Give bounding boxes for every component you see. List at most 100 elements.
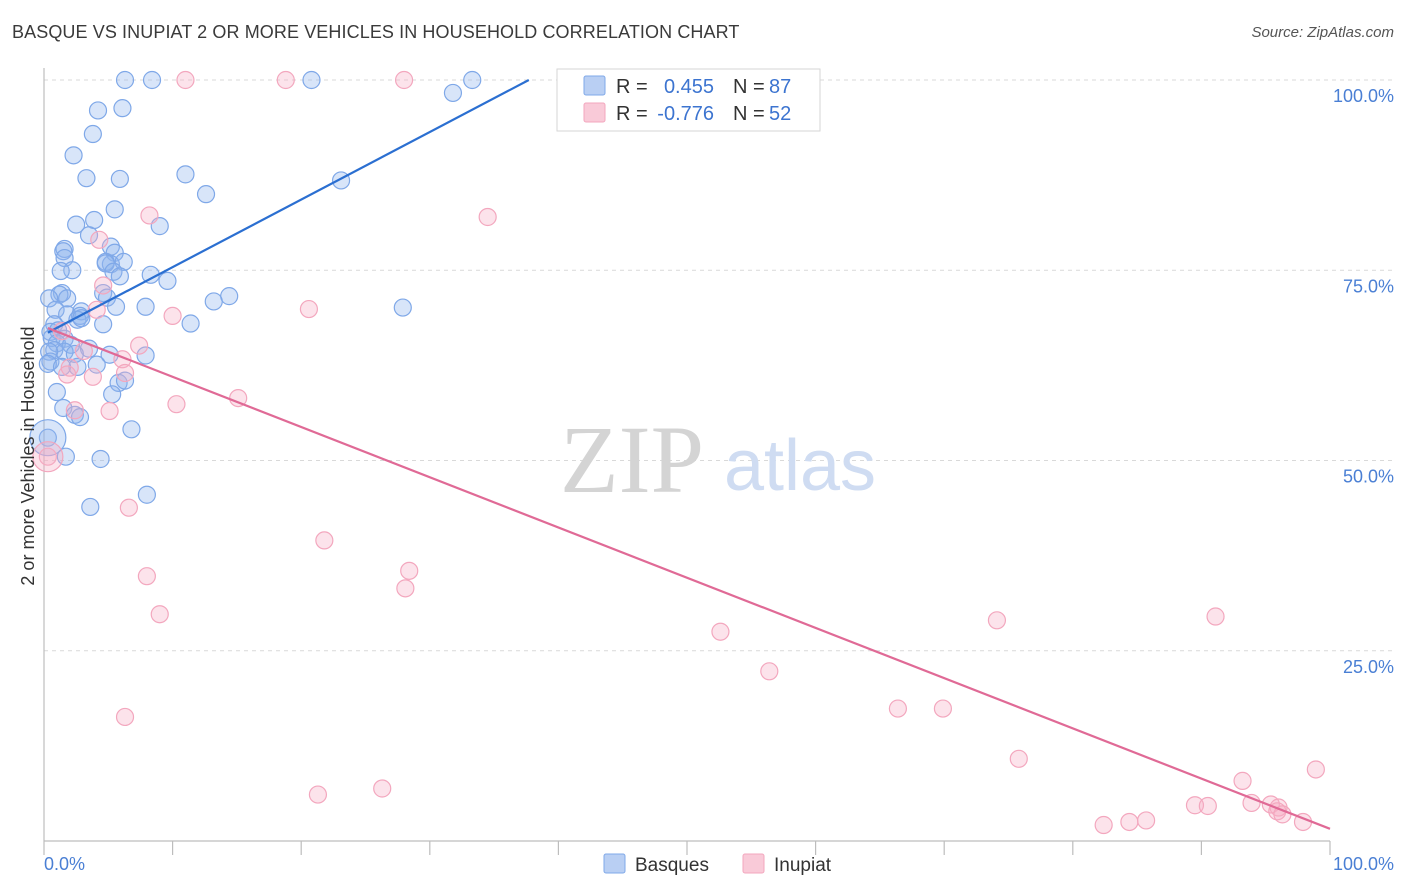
gridlines	[44, 79, 1394, 652]
basques-point	[110, 267, 129, 286]
inupiat-point	[400, 561, 419, 580]
inupiat-point	[299, 299, 319, 319]
basques-point	[54, 242, 73, 261]
inupiat-point	[396, 579, 415, 598]
legend-swatch-inupiat	[583, 102, 606, 123]
basques-point	[105, 200, 124, 219]
inupiat-point	[394, 70, 414, 90]
basques-point	[106, 297, 126, 316]
basques-point	[47, 382, 66, 402]
basques-point	[67, 215, 86, 234]
basques-point	[88, 101, 108, 120]
basques-point	[204, 292, 223, 311]
inupiat-point	[315, 531, 334, 550]
inupiat-point	[90, 230, 109, 249]
inupiat-point	[308, 785, 328, 804]
inupiat-point	[94, 276, 113, 295]
bottom-legend: Basques Inupiat	[603, 853, 832, 876]
basques-point	[79, 226, 99, 245]
legend-r-label-basques: R =	[616, 76, 648, 98]
basques-point	[122, 420, 141, 439]
inupiat-point	[1120, 812, 1139, 832]
basques-point	[196, 185, 216, 204]
bottom-legend-swatch-inupiat	[742, 853, 765, 874]
inupiat-point	[1094, 815, 1113, 835]
legend-r-label-inupiat: R =	[616, 103, 648, 125]
legend-n-value-inupiat: 52	[769, 103, 791, 125]
inupiat-point	[119, 498, 138, 517]
inupiat-point	[176, 70, 195, 90]
legend-n-label-inupiat: N =	[733, 103, 765, 125]
basques-point	[81, 497, 100, 517]
trendline-inupiat	[47, 327, 1331, 830]
y-tick-labels: 25.0% 50.0% 75.0% 100.0%	[1333, 86, 1394, 677]
basques-point	[51, 261, 70, 281]
bottom-legend-swatch-basques	[603, 853, 626, 874]
inupiat-point	[130, 336, 149, 355]
basques-point	[136, 346, 155, 365]
legend-n-label-basques: N =	[733, 76, 765, 98]
basques-point	[38, 354, 57, 373]
basques-point	[142, 70, 162, 90]
basques-point	[40, 289, 59, 308]
inupiat-point	[140, 206, 159, 225]
inupiat-point	[1185, 796, 1205, 815]
basques-point	[137, 485, 156, 504]
inupiat-point	[58, 365, 77, 384]
axes	[43, 68, 1331, 855]
legend: R = 0.455 N = 87 R = -0.776 N = 52	[556, 68, 821, 132]
inupiat-point	[276, 70, 295, 90]
basques-point	[91, 449, 110, 469]
inupiat-point	[373, 779, 392, 798]
source-label: Source: ZipAtlas.com	[1251, 24, 1394, 41]
y-tick-label-100: 100.0%	[1333, 86, 1394, 106]
basques-point	[41, 352, 60, 371]
inupiat-point	[1009, 749, 1028, 768]
inupiat-point	[1206, 607, 1225, 626]
inupiat-point	[83, 367, 102, 386]
x-tick-label-max: 100.0%	[1333, 854, 1394, 874]
basques-point	[64, 146, 83, 165]
bottom-legend-label-inupiat: Inupiat	[774, 855, 832, 876]
inupiat-point	[100, 401, 119, 421]
chart-title: BASQUE VS INUPIAT 2 OR MORE VEHICLES IN …	[12, 22, 740, 42]
legend-r-value-inupiat: -0.776	[657, 103, 714, 125]
inupiat-point	[1306, 760, 1325, 779]
basques-point	[443, 83, 463, 103]
inupiat-point	[32, 441, 64, 473]
basques-point	[110, 169, 129, 189]
basques-point	[46, 300, 65, 319]
basques-point	[85, 210, 104, 230]
trendline-basques	[47, 79, 530, 334]
basques-point	[393, 298, 412, 317]
basques-point	[181, 314, 200, 333]
inupiat-point	[65, 401, 84, 420]
x-tick-labels: 0.0% 100.0%	[44, 854, 1394, 874]
basques-point	[158, 271, 177, 291]
inupiat-point	[115, 363, 135, 383]
trendlines	[47, 79, 1331, 830]
inupiat-point	[115, 707, 135, 727]
basques-point	[83, 124, 102, 144]
inupiat-point	[1198, 796, 1217, 816]
basques-point	[176, 165, 195, 184]
legend-r-value-basques: 0.455	[664, 76, 714, 98]
inupiat-point	[933, 699, 953, 718]
basques-point	[103, 385, 122, 404]
basques-point	[56, 447, 75, 466]
inupiat-point	[163, 306, 182, 326]
watermark-zip: ZIP	[560, 406, 704, 513]
legend-swatch-basques	[583, 75, 606, 96]
inupiat-point	[137, 567, 156, 586]
inupiat-point	[1233, 771, 1252, 790]
inupiat-point	[150, 605, 169, 624]
basques-point	[29, 419, 67, 457]
basques-point	[136, 297, 155, 316]
inupiat-point	[38, 447, 57, 466]
inupiat-point	[711, 622, 730, 641]
inupiat-point	[888, 699, 908, 718]
legend-n-value-basques: 87	[769, 76, 791, 98]
y-axis-label: 2 or more Vehicles in Household	[18, 326, 38, 585]
series-basques-points	[29, 70, 482, 517]
